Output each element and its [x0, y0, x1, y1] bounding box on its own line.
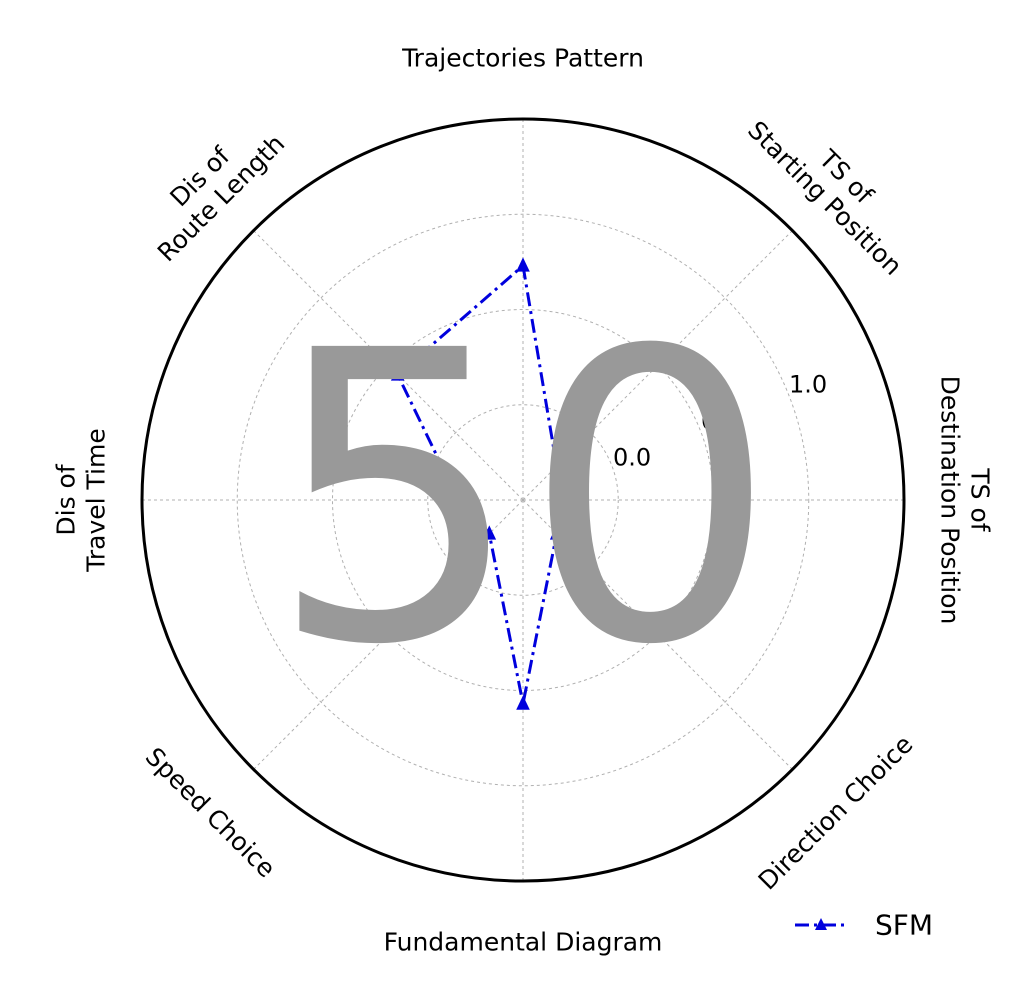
axis-label-line: Starting Position: [742, 115, 907, 280]
axis-label: Trajectories Pattern: [401, 44, 644, 73]
radar-outer-frame: [140, 117, 906, 883]
series-marker: [451, 491, 466, 506]
axis-label-line: Travel Time: [82, 428, 111, 572]
axis-label-line: Trajectories Pattern: [401, 44, 644, 73]
grid-ring: [236, 213, 810, 787]
axis-label-line: Destination Position: [936, 376, 965, 625]
series-marker: [482, 525, 497, 540]
series-marker: [516, 695, 530, 710]
axis-label: Fundamental Diagram: [384, 928, 663, 957]
grid-ring: [332, 309, 714, 691]
overlay-number: 50: [269, 268, 778, 733]
legend-marker: [815, 918, 827, 930]
radial-tick-label: 1.0: [789, 371, 827, 399]
radial-tick-label: 0.0: [613, 444, 651, 472]
radial-tick-labels: 0.0 0.5 1.0: [613, 371, 827, 472]
grid-ring: [427, 404, 619, 596]
radial-tick-label: 0.5: [701, 407, 739, 435]
legend: SFM: [795, 909, 933, 942]
series-marker: [563, 491, 578, 506]
series-marker: [516, 257, 530, 272]
series-layer: [390, 257, 578, 710]
series-line: [395, 262, 573, 705]
axis-label-line: TS of: [966, 467, 995, 532]
radar-grid: [142, 119, 904, 881]
axis-label-line: Direction Choice: [753, 730, 919, 896]
series-marker: [549, 457, 564, 473]
legend-label: SFM: [875, 909, 933, 942]
axis-label-line: Fundamental Diagram: [384, 928, 663, 957]
axis-label-line: Dis of: [52, 463, 81, 535]
axis-label: Dis of Travel Time: [52, 428, 111, 572]
series-marker: [549, 525, 564, 540]
axis-label: Direction Choice: [753, 730, 919, 896]
series-marker: [390, 366, 405, 381]
